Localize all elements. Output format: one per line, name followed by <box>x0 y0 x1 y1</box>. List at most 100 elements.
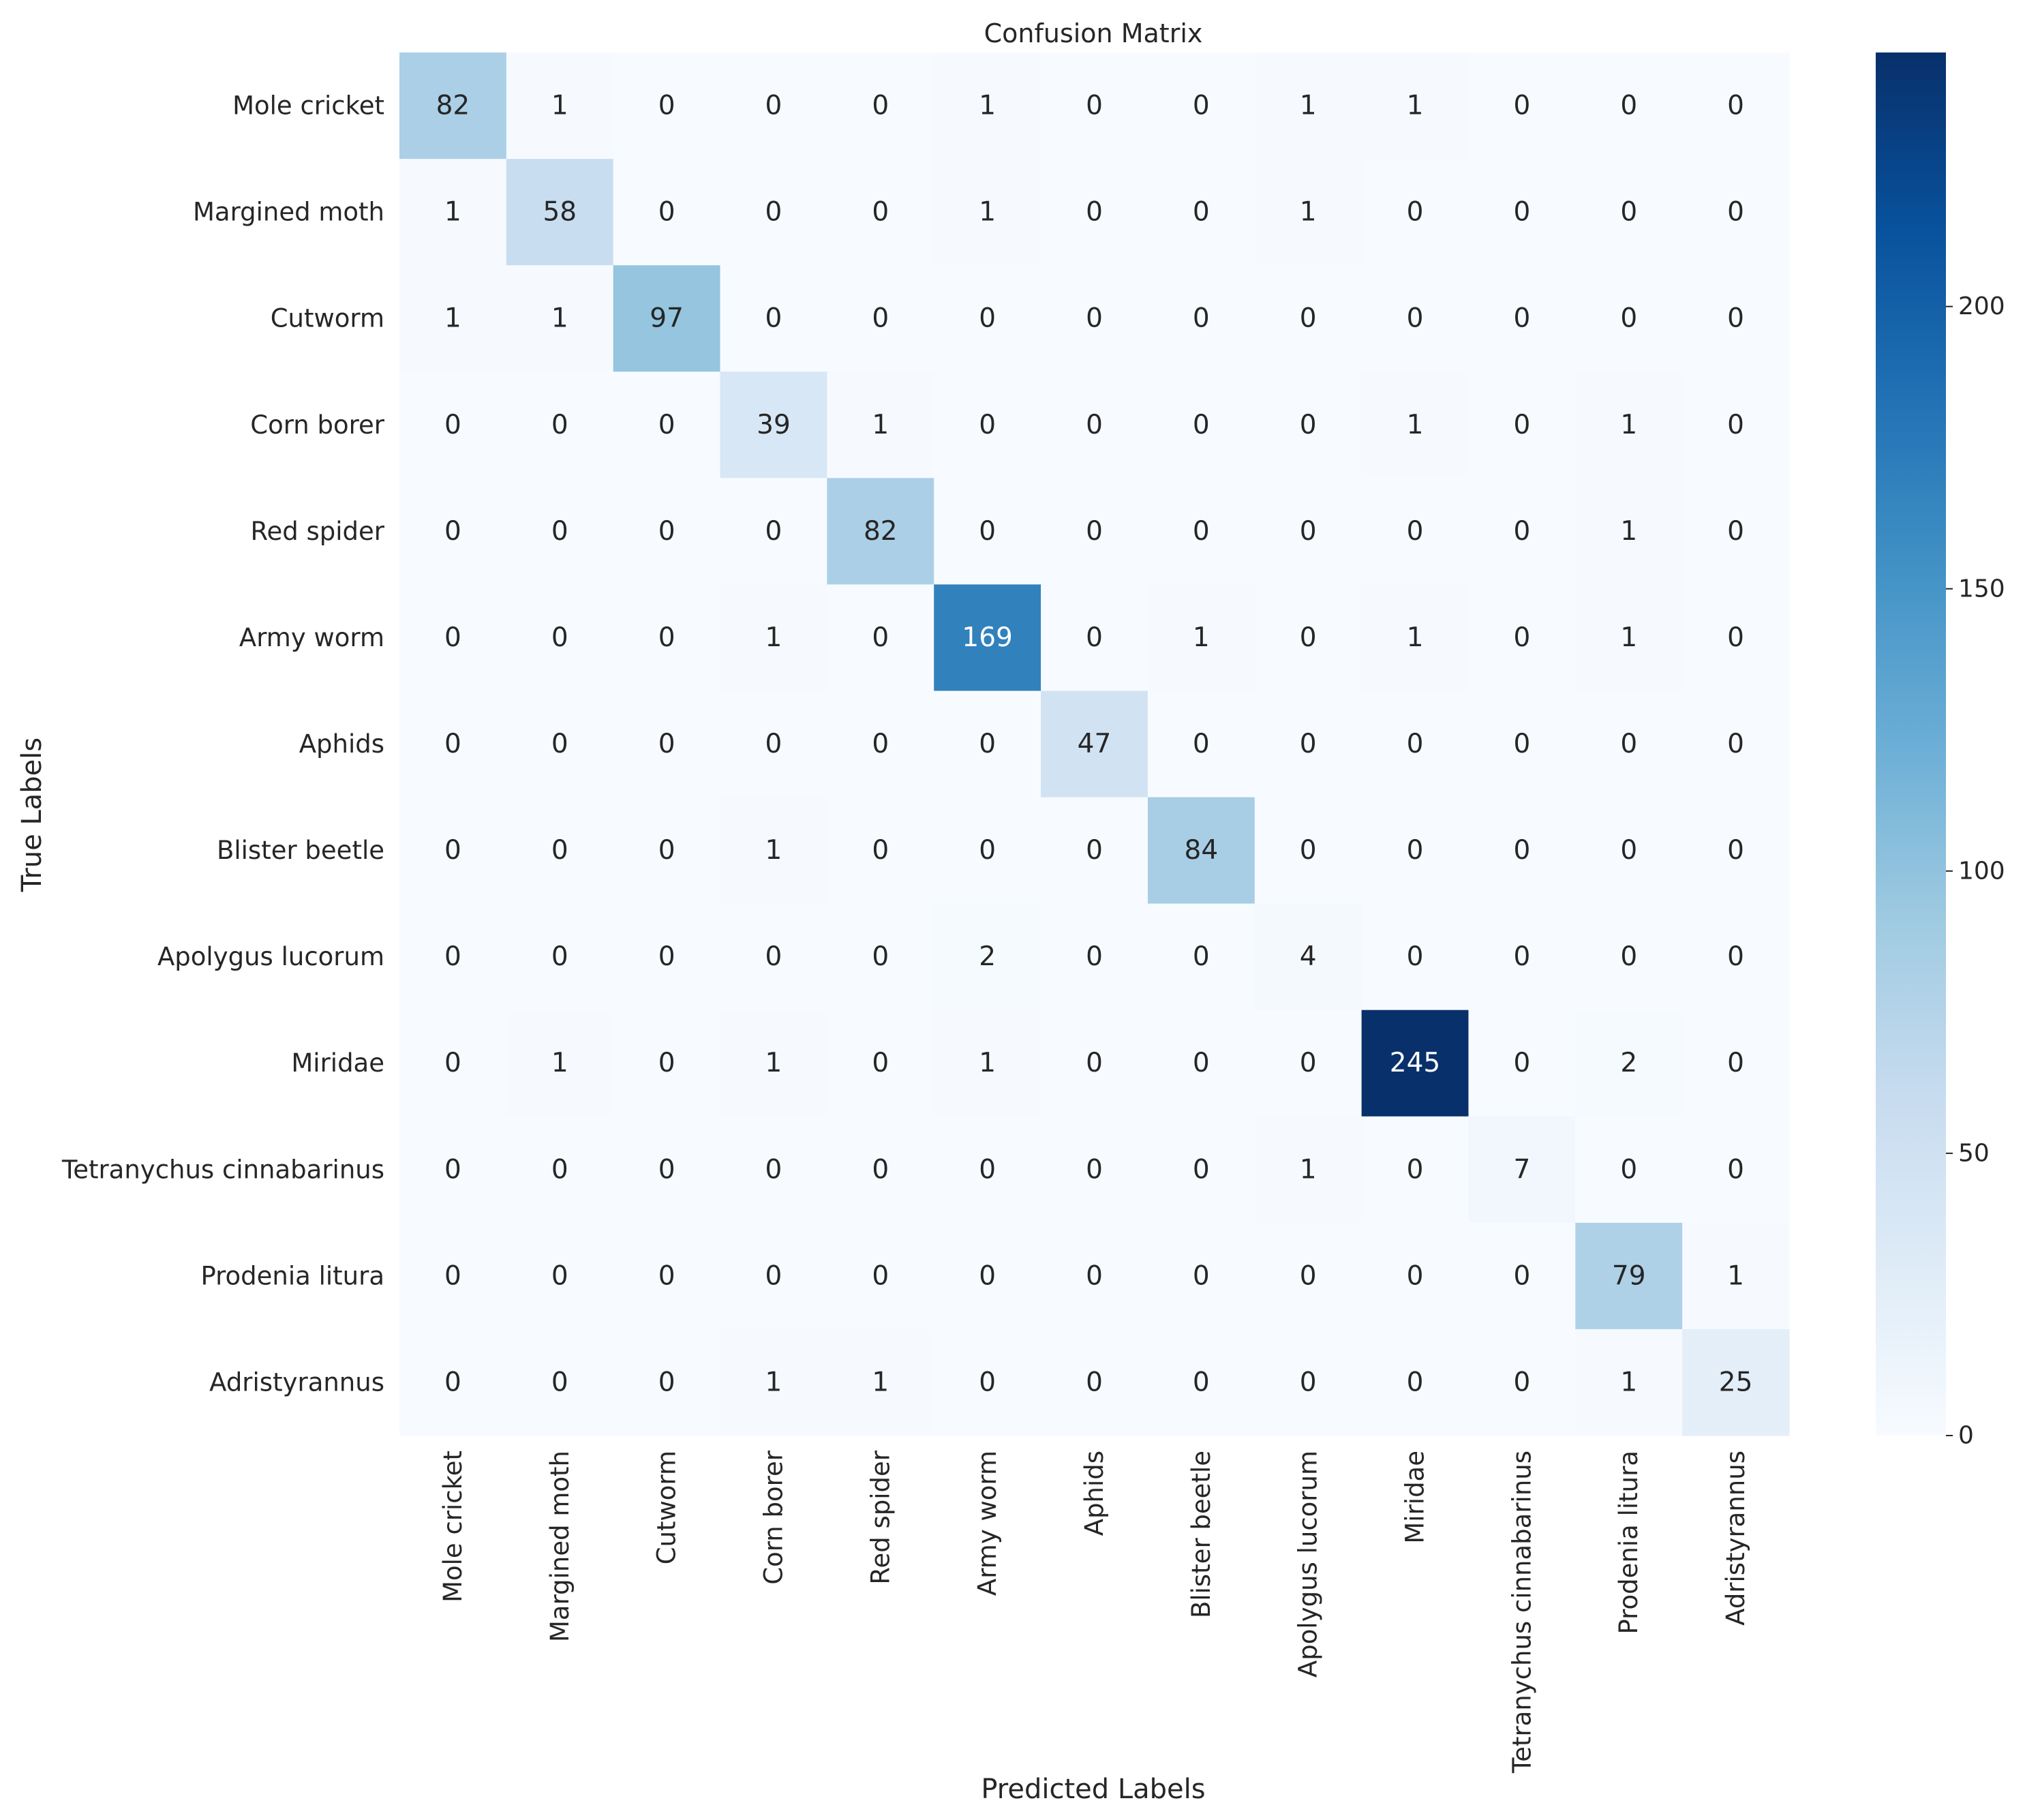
y-tick-label-9: Miridae <box>291 1048 384 1078</box>
cell-value-r8-c0: 0 <box>444 941 461 972</box>
cell-value-r0-c5: 1 <box>979 91 996 121</box>
cell-r7-c11 <box>1575 797 1683 905</box>
cell-r11-c5 <box>934 1222 1041 1330</box>
x-tick-label-5: Army worm <box>973 1451 1002 1596</box>
cell-value-r12-c0: 0 <box>444 1367 461 1397</box>
cell-r3-c3 <box>720 371 827 479</box>
colorbar-tick-label-0: 0 <box>1958 1422 1974 1450</box>
cell-value-r3-c9: 1 <box>1407 410 1424 440</box>
x-tick-label-7: Blister beetle <box>1187 1451 1216 1618</box>
cell-value-r1-c8: 1 <box>1300 197 1317 228</box>
cell-r0-c5 <box>934 52 1041 160</box>
cell-r12-c1 <box>506 1329 614 1436</box>
cell-r6-c3 <box>720 691 827 798</box>
cell-value-r5-c3: 1 <box>765 622 782 653</box>
x-tick-label-6: Aphids <box>1080 1451 1109 1536</box>
x-tick-label-12: Adristyrannus <box>1721 1451 1750 1626</box>
cell-value-r3-c2: 0 <box>658 410 675 440</box>
cell-value-r4-c0: 0 <box>444 516 461 547</box>
x-tick-label-11: Prodenia litura <box>1614 1451 1643 1635</box>
cell-r8-c3 <box>720 903 827 1011</box>
cell-r8-c8 <box>1254 903 1362 1011</box>
cell-value-r2-c11: 0 <box>1620 303 1637 334</box>
cell-value-r11-c8: 0 <box>1300 1260 1317 1291</box>
cell-value-r9-c4: 0 <box>872 1048 889 1078</box>
cell-value-r5-c6: 0 <box>1086 622 1103 653</box>
cell-r4-c12 <box>1682 478 1790 585</box>
cell-r9-c9 <box>1361 1010 1469 1117</box>
cell-value-r12-c3: 1 <box>765 1367 782 1397</box>
cell-value-r1-c1: 58 <box>543 197 577 228</box>
cell-value-r7-c3: 1 <box>765 835 782 866</box>
cell-value-r2-c4: 0 <box>872 303 889 334</box>
cell-r6-c0 <box>399 691 507 798</box>
cell-r6-c9 <box>1361 691 1469 798</box>
cell-value-r7-c11: 0 <box>1620 835 1637 866</box>
cell-r7-c3 <box>720 797 827 905</box>
cell-value-r10-c5: 0 <box>979 1154 996 1185</box>
cell-value-r3-c12: 0 <box>1727 410 1744 440</box>
cell-value-r12-c2: 0 <box>658 1367 675 1397</box>
cell-r6-c8 <box>1254 691 1362 798</box>
cell-value-r3-c7: 0 <box>1193 410 1210 440</box>
cell-r1-c6 <box>1041 159 1148 266</box>
cell-r10-c10 <box>1468 1116 1576 1224</box>
cell-r5-c10 <box>1468 584 1576 691</box>
colorbar-tick-label-4: 200 <box>1958 292 2005 320</box>
cell-r8-c1 <box>506 903 614 1011</box>
cell-r4-c2 <box>613 478 721 585</box>
cell-value-r10-c3: 0 <box>765 1154 782 1185</box>
cell-r3-c9 <box>1361 371 1469 479</box>
cell-r9-c12 <box>1682 1010 1790 1117</box>
cell-value-r5-c8: 0 <box>1300 622 1317 653</box>
y-tick-label-7: Blister beetle <box>217 836 384 865</box>
cell-value-r12-c6: 0 <box>1086 1367 1103 1397</box>
cell-r11-c1 <box>506 1222 614 1330</box>
cell-value-r10-c9: 0 <box>1407 1154 1424 1185</box>
cell-value-r8-c12: 0 <box>1727 941 1744 972</box>
cell-value-r6-c5: 0 <box>979 729 996 759</box>
cell-r7-c4 <box>827 797 934 905</box>
cell-r9-c5 <box>934 1010 1041 1117</box>
cell-r5-c2 <box>613 584 721 691</box>
chart-title: Confusion Matrix <box>984 18 1203 48</box>
x-tick-label-8: Apolygus lucorum <box>1294 1451 1323 1678</box>
cell-value-r6-c0: 0 <box>444 729 461 759</box>
cell-value-r8-c6: 0 <box>1086 941 1103 972</box>
cell-r1-c4 <box>827 159 934 266</box>
cell-r0-c1 <box>506 52 614 160</box>
cell-r5-c6 <box>1041 584 1148 691</box>
cell-value-r12-c1: 0 <box>551 1367 568 1397</box>
cell-value-r11-c7: 0 <box>1193 1260 1210 1291</box>
cell-value-r1-c12: 0 <box>1727 197 1744 228</box>
cell-r12-c4 <box>827 1329 934 1436</box>
cell-value-r2-c6: 0 <box>1086 303 1103 334</box>
cell-r5-c1 <box>506 584 614 691</box>
cell-r7-c6 <box>1041 797 1148 905</box>
cell-r2-c9 <box>1361 265 1469 372</box>
cell-r3-c12 <box>1682 371 1790 479</box>
cell-value-r7-c0: 0 <box>444 835 461 866</box>
cell-value-r4-c7: 0 <box>1193 516 1210 547</box>
cell-r9-c10 <box>1468 1010 1576 1117</box>
cell-value-r10-c6: 0 <box>1086 1154 1103 1185</box>
cell-r4-c5 <box>934 478 1041 585</box>
cell-r5-c11 <box>1575 584 1683 691</box>
cell-r1-c1 <box>506 159 614 266</box>
cell-r6-c12 <box>1682 691 1790 798</box>
cell-value-r8-c10: 0 <box>1513 941 1530 972</box>
cell-r12-c10 <box>1468 1329 1576 1436</box>
cell-value-r11-c12: 1 <box>1727 1260 1744 1291</box>
cell-r6-c1 <box>506 691 614 798</box>
cell-r8-c0 <box>399 903 507 1011</box>
cell-value-r0-c1: 1 <box>551 91 568 121</box>
cell-r12-c0 <box>399 1329 507 1436</box>
cell-r11-c12 <box>1682 1222 1790 1330</box>
cell-r0-c8 <box>1254 52 1362 160</box>
cell-r4-c10 <box>1468 478 1576 585</box>
cell-value-r0-c11: 0 <box>1620 91 1637 121</box>
x-tick-labels: Mole cricket Margined moth Cutworm Corn bor… <box>438 1450 1750 1774</box>
cell-value-r6-c8: 0 <box>1300 729 1317 759</box>
cell-value-r3-c1: 0 <box>551 410 568 440</box>
x-tick-label-2: Cutworm <box>652 1451 682 1564</box>
